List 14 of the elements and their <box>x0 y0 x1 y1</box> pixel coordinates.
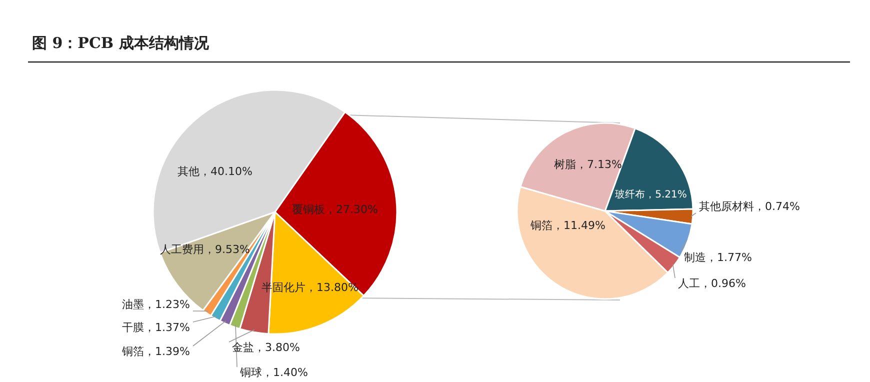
slice-label: 制造，1.77% <box>684 251 752 264</box>
slice-label: 金盐，3.80% <box>232 341 300 354</box>
slice-label: 铜球，1.40% <box>239 366 308 380</box>
slice-label: 玻纤布，5.21% <box>615 188 687 201</box>
slice-label: 覆铜板，27.30% <box>292 203 378 216</box>
slice-label: 油墨，1.23% <box>122 298 190 312</box>
slice-label: 人工，0.96% <box>678 277 746 290</box>
slice-label: 干膜，1.37% <box>122 321 190 334</box>
slice-label: 其他，40.10% <box>178 165 252 178</box>
slice-label: 树脂，7.13% <box>554 158 622 172</box>
slice-label: 铜箔，11.49% <box>530 219 606 232</box>
slice-label: 其他原材料，0.74% <box>699 200 800 214</box>
chart-title: 图 9：PCB 成本结构情况 <box>32 34 210 52</box>
slice-label: 铜箔，1.39% <box>121 345 190 358</box>
